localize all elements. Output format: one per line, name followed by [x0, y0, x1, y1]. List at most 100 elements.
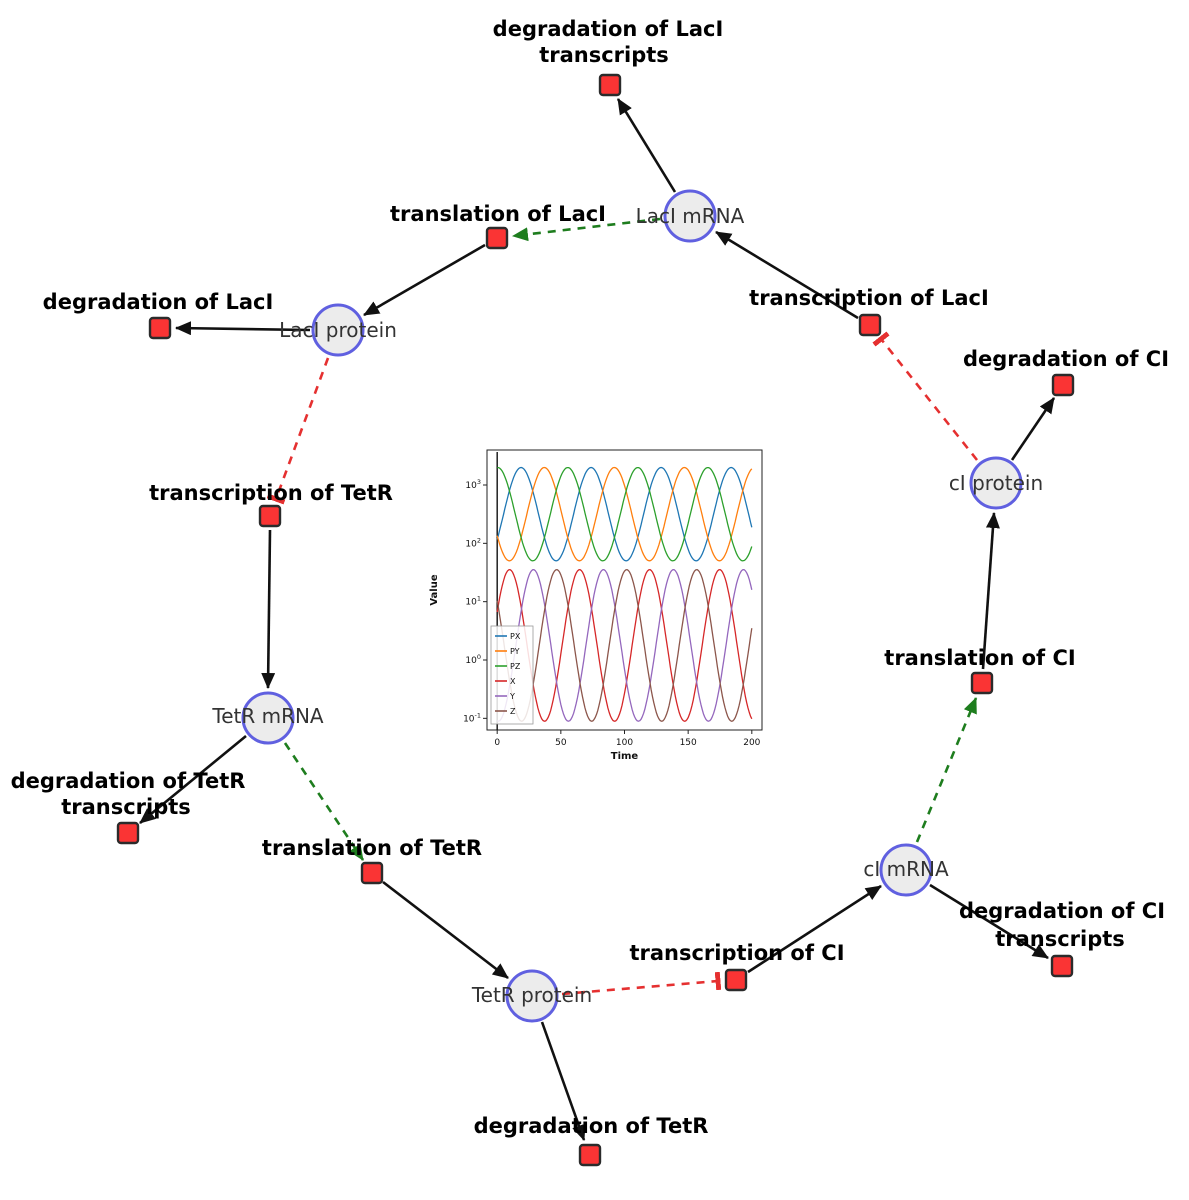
edge-tetr-protein-to-deg: [540, 1021, 586, 1141]
reaction-node-transcription-laci: transcription of LacI: [749, 286, 989, 337]
reaction-node-deg-ci-transcripts: degradation of CI transcripts: [959, 899, 1165, 978]
reaction-label-deg-laci-transcripts-2: transcripts: [539, 43, 669, 67]
species-node-tetr-protein: TetR protein: [471, 969, 592, 1023]
chart-legend-box: [490, 625, 534, 725]
reaction-label-transcription-ci: transcription of CI: [629, 941, 844, 965]
species-nodes: LacI mRNA LacI protein TetR mRNA TetR pr…: [211, 189, 1043, 1023]
edge-tetr-protein-inhibits-ci-transcription: [561, 971, 722, 996]
species-label-ci-mrna: cI mRNA: [863, 857, 949, 881]
inset-chart: 0 50 100 150 200 10-1 100 101 102 103 PX PY PZ XYZ Tim…: [429, 449, 763, 762]
edge-transcription-ci-to-mrna: [747, 884, 882, 974]
edge-translation-tetr-to-protein: [382, 880, 509, 980]
series-Z: [496, 568, 753, 722]
reaction-nodes: degradation of LacI transcripts translat…: [11, 17, 1169, 1167]
reaction-square-translation-tetr: [360, 861, 384, 885]
reaction-square-translation-laci: [485, 226, 509, 250]
edge-transcription-tetr-to-mrna: [261, 529, 276, 689]
reaction-square-deg-laci-transcripts: [598, 73, 622, 97]
reaction-label-deg-tetr-transcripts-1: degradation of TetR: [11, 769, 246, 793]
reaction-square-transcription-laci: [858, 313, 882, 337]
x-axis-label: Time: [611, 751, 639, 762]
reaction-node-deg-tetr-transcripts: degradation of TetR transcripts: [11, 769, 246, 845]
reaction-node-deg-laci-transcripts: degradation of LacI transcripts: [493, 17, 724, 97]
species-node-ci-protein: cI protein: [949, 456, 1043, 510]
y-tick-label: 101: [465, 595, 481, 608]
reaction-label-deg-ci: degradation of CI: [963, 347, 1169, 371]
reaction-label-deg-laci: degradation of LacI: [43, 290, 274, 314]
legend-label-PZ: PZ: [510, 662, 521, 671]
y-tick-label: 103: [465, 478, 481, 491]
x-tick-label: 50: [555, 738, 567, 748]
reaction-node-translation-laci: translation of LacI: [390, 202, 606, 250]
species-circle-ci-protein: [969, 456, 1023, 510]
reaction-label-deg-tetr: degradation of TetR: [474, 1114, 709, 1138]
y-tick-label: 10-1: [463, 711, 481, 724]
reaction-label-deg-ci-transcripts-1: degradation of CI: [959, 899, 1165, 923]
edge-laci-protein-inhibits-tetr-transcription: [266, 357, 330, 505]
series-PZ: [497, 466, 753, 562]
species-label-laci-protein: LacI protein: [279, 318, 397, 342]
species-node-laci-protein: LacI protein: [279, 303, 397, 357]
species-circle-laci-protein: [311, 303, 365, 357]
x-tick-label: 0: [494, 738, 500, 748]
reaction-node-transcription-tetr: transcription of TetR: [149, 481, 393, 528]
y-tick-label: 102: [465, 536, 481, 549]
legend-label-PY: PY: [510, 647, 520, 656]
x-tick-label: 100: [616, 738, 633, 748]
edge-ci-protein-inhibits-laci-transcription: [872, 331, 979, 461]
reaction-label-translation-tetr: translation of TetR: [262, 836, 482, 860]
reaction-node-deg-tetr: degradation of TetR: [474, 1114, 709, 1167]
series-Y: [497, 569, 753, 722]
legend-label-X: X: [510, 677, 516, 686]
reaction-label-translation-ci: translation of CI: [884, 646, 1075, 670]
edge-translation-laci-to-protein: [363, 243, 486, 317]
species-circle-tetr-protein: [505, 969, 559, 1023]
reaction-node-translation-ci: translation of CI: [884, 646, 1076, 695]
edge-laci-protein-to-deg: [175, 321, 311, 336]
y-tick-label: 100: [465, 653, 481, 666]
reaction-square-deg-tetr-transcripts: [116, 821, 140, 845]
edges: [139, 98, 1056, 1141]
species-node-laci-mrna: LacI mRNA: [636, 189, 745, 243]
reaction-node-transcription-ci: transcription of CI: [629, 941, 845, 992]
x-tick-label: 150: [680, 738, 697, 748]
reaction-square-deg-ci-transcripts: [1050, 954, 1074, 978]
reaction-node-deg-ci: degradation of CI: [963, 347, 1169, 397]
x-tick-label: 200: [743, 738, 760, 748]
edge-transcription-laci-to-mrna: [715, 230, 859, 320]
species-circle-tetr-mrna: [241, 691, 295, 745]
legend-label-PX: PX: [510, 632, 521, 641]
edge-translation-ci-to-protein: [981, 512, 1000, 670]
reaction-label-translation-laci: translation of LacI: [390, 202, 606, 226]
edge-laci-mrna-to-deg-transcripts: [616, 98, 677, 193]
species-label-laci-mrna: LacI mRNA: [636, 204, 745, 228]
reaction-node-translation-tetr: translation of TetR: [262, 836, 482, 885]
reaction-label-deg-laci-transcripts-1: degradation of LacI: [493, 17, 724, 41]
edge-ci-protein-to-deg: [1010, 397, 1056, 461]
edge-tetr-mrna-to-deg-transcripts: [139, 734, 247, 825]
species-label-tetr-mrna: TetR mRNA: [211, 704, 324, 728]
edge-ci-mrna-to-translation: [915, 697, 978, 843]
species-circle-ci-mrna: [879, 843, 933, 897]
y-axis-label: Value: [429, 574, 440, 605]
reaction-label-transcription-laci: transcription of LacI: [749, 286, 989, 310]
edge-laci-mrna-to-translation: [512, 217, 661, 242]
series-PY: [496, 466, 753, 562]
reaction-square-transcription-tetr: [258, 504, 282, 528]
series-X: [496, 568, 753, 722]
reaction-square-deg-laci: [148, 316, 172, 340]
reaction-node-deg-laci: degradation of LacI: [43, 290, 274, 340]
reaction-square-deg-ci: [1051, 373, 1075, 397]
species-node-ci-mrna: cI mRNA: [863, 843, 949, 897]
species-label-ci-protein: cI protein: [949, 471, 1043, 495]
series-PX: [496, 466, 753, 562]
legend-label-Y: Y: [509, 692, 515, 701]
species-circle-laci-mrna: [663, 189, 717, 243]
reaction-square-deg-tetr: [578, 1143, 602, 1167]
reaction-label-deg-ci-transcripts-2: transcripts: [995, 927, 1125, 951]
edge-ci-mrna-to-deg-transcripts: [929, 883, 1049, 960]
species-label-tetr-protein: TetR protein: [471, 983, 592, 1007]
reaction-label-transcription-tetr: transcription of TetR: [149, 481, 393, 505]
species-node-tetr-mrna: TetR mRNA: [211, 691, 324, 745]
